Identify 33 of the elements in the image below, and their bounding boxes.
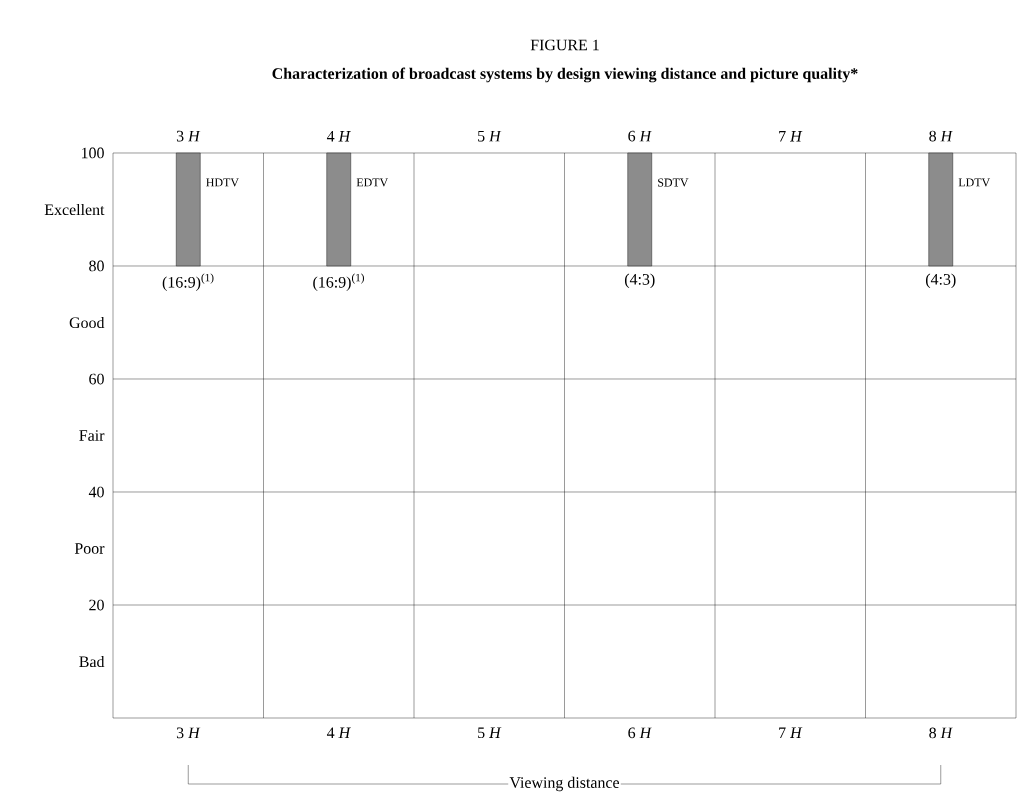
- annotation: (16:9)$^{(1)}$: [313, 273, 364, 291]
- category-label: 8 H: [929, 130, 953, 142]
- annotation: SDTV: [658, 178, 689, 187]
- annotation: HDTV: [206, 178, 239, 187]
- y-tick-label: Excellent: [44, 203, 105, 216]
- x-tick-label: 6 H: [628, 727, 652, 739]
- category-label: 7 H: [779, 131, 803, 142]
- annotation: LDTV: [958, 178, 991, 187]
- y-tick-label: 60: [89, 373, 104, 385]
- x-tick-label: 3 H: [176, 727, 201, 739]
- annotation: (16:9)$^{(1)}$: [162, 273, 214, 291]
- annotation: (4:3): [624, 273, 655, 288]
- y-tick-label: Poor: [74, 543, 105, 554]
- x-axis-title: Viewing distance: [509, 776, 620, 792]
- x-tick-label: 8 H: [929, 727, 953, 739]
- category-label: 4 H: [326, 131, 351, 142]
- annotation: (4:3): [925, 273, 956, 288]
- y-tick-label: Fair: [79, 430, 105, 441]
- category-label: 6 H: [628, 130, 652, 142]
- category-label: 3 H: [176, 130, 201, 142]
- chart-subtitle: Characterization of broadcast systems by design viewing distance and picture quality*: [272, 67, 858, 83]
- chart-title: FIGURE 1: [530, 39, 599, 51]
- x-tick-label: 4 H: [326, 727, 351, 738]
- y-tick-label: 20: [89, 599, 104, 611]
- y-tick-label: 80: [89, 260, 104, 272]
- x-tick-label: 7 H: [779, 727, 803, 738]
- y-tick-label: 40: [88, 486, 104, 498]
- annotation: EDTV: [356, 178, 389, 187]
- x-tick-label: 5 H: [478, 727, 502, 739]
- y-tick-label: Bad: [79, 655, 105, 668]
- category-label: 5 H: [478, 130, 502, 142]
- y-tick-label: 100: [81, 147, 104, 159]
- y-tick-label: Good: [69, 316, 105, 329]
